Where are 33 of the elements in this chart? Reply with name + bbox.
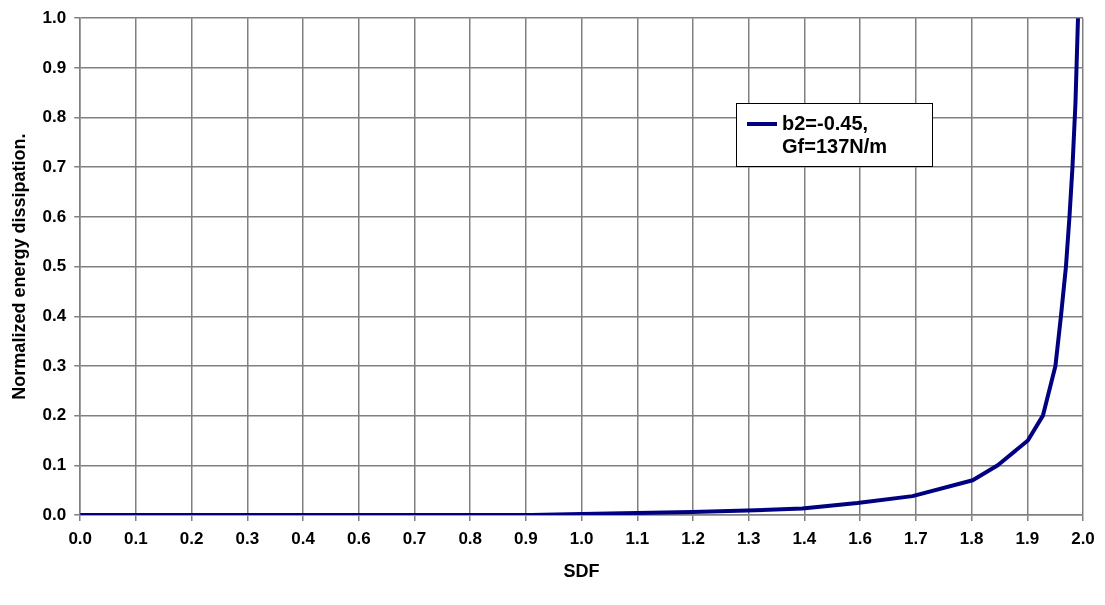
x-tick-label: 1.4: [792, 528, 817, 548]
y-tick-label: 1.0: [42, 7, 67, 27]
x-tick-label: 1.7: [904, 528, 928, 548]
y-tick-label: 0.2: [42, 405, 67, 425]
y-tick-label: 0.9: [42, 57, 67, 77]
x-tick-label: 0.0: [68, 528, 93, 548]
y-axis-title: Normalized energy dissipation.: [8, 133, 29, 400]
x-axis-title: SDF: [563, 561, 600, 582]
x-tick-label: 1.9: [1015, 528, 1040, 548]
x-tick-label: 0.4: [291, 528, 316, 548]
x-tick-label: 0.9: [514, 528, 538, 548]
x-tick-label: 0.7: [402, 528, 427, 548]
y-tick-label: 0.8: [42, 107, 67, 127]
y-tick-label: 0.5: [42, 256, 67, 276]
x-tick-label: 1.0: [569, 528, 594, 548]
x-tick-label: 0.6: [346, 528, 371, 548]
y-tick-label: 0.3: [42, 355, 67, 375]
x-tick-label: 1.8: [959, 528, 984, 548]
x-tick-label: 1.2: [681, 528, 705, 548]
x-tick-label: 1.6: [848, 528, 873, 548]
y-tick-label: 0.1: [42, 455, 67, 475]
x-tick-label: 1.3: [736, 528, 761, 548]
x-tick-label: 1.1: [625, 528, 650, 548]
legend-label: b2=-0.45, Gf=137N/m: [782, 112, 889, 159]
y-tick-label: 0.4: [42, 305, 67, 325]
y-tick-label: 0.7: [42, 156, 67, 176]
x-tick-label: 0.3: [235, 528, 260, 548]
x-tick-label: 0.1: [124, 528, 148, 548]
y-tick-label: 0.0: [42, 504, 67, 524]
x-tick-label: 2.0: [1071, 528, 1095, 548]
x-tick-label: 0.8: [458, 528, 483, 548]
y-tick-label: 0.6: [42, 206, 67, 226]
x-tick-label: 0.2: [179, 528, 204, 548]
